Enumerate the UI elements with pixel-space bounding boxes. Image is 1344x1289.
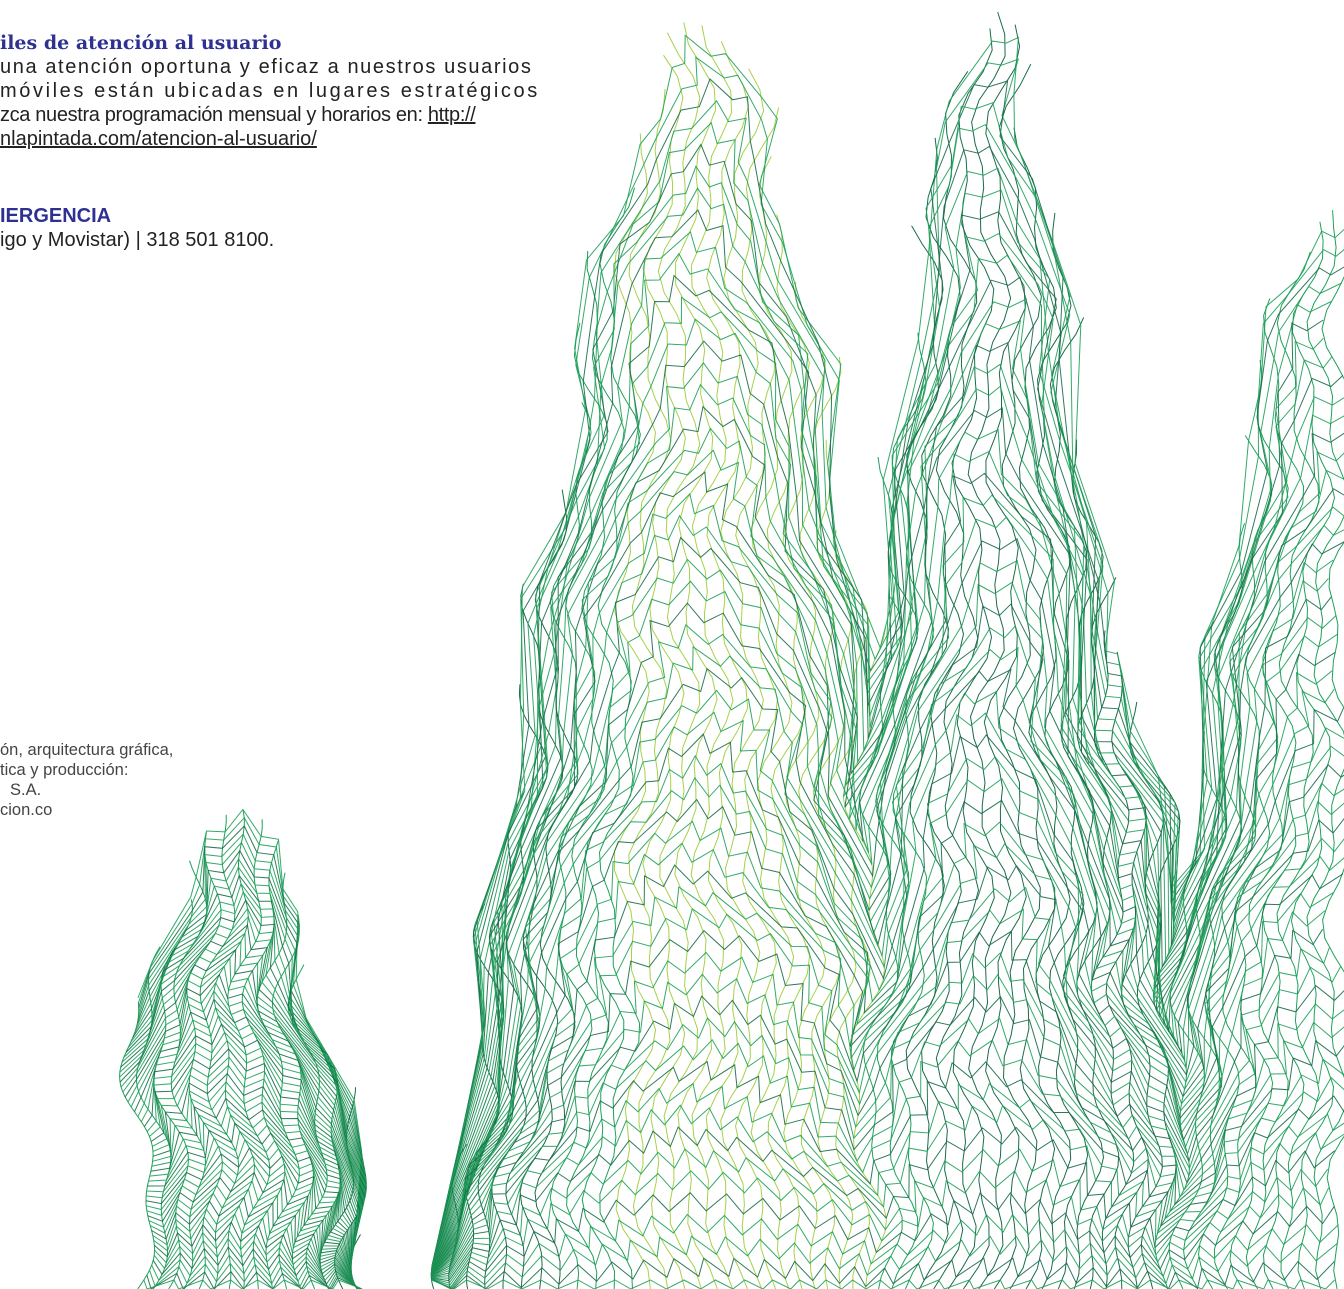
credits-line-1: ón, arquitectura gráfica, [0, 741, 174, 759]
mesh-column-line [613, 133, 657, 1289]
attention-title: iles de atención al usuario [0, 32, 282, 54]
mesh-contour-line [148, 842, 1326, 1280]
mesh-column-line [565, 322, 609, 1289]
mesh-contour-line [152, 1191, 1335, 1289]
mesh-contour-line [151, 1213, 1339, 1289]
mesh-contour-line [149, 820, 1335, 1279]
mesh-contour-line [143, 1279, 1335, 1289]
mesh-column-line [534, 489, 578, 1289]
mesh-contour-line [122, 449, 1329, 1270]
attention-section: iles de atención al usuario una atención… [0, 31, 540, 151]
mesh-contour-line [148, 1017, 1344, 1287]
attention-line-2: móviles están ubicadas en lugares estrat… [0, 80, 540, 102]
mesh-contour-line [119, 383, 1344, 1269]
mesh-contour-line [150, 667, 1344, 1273]
mesh-column-line [812, 440, 857, 1289]
mesh-contour-line [147, 864, 1324, 1281]
emergency-title: IERGENCIA [0, 205, 112, 227]
mesh-contour-line [124, 471, 1332, 1270]
mesh-column-line [1076, 577, 1120, 1289]
mesh-column-line [690, 25, 734, 1289]
mesh-contour-line [151, 1060, 1344, 1289]
mesh-contour-line [153, 1170, 1330, 1289]
mesh-column-line [119, 1002, 156, 1289]
mesh-contour-line [154, 1126, 1335, 1289]
terrain-mesh [119, 11, 1344, 1289]
mesh-column-line [657, 32, 702, 1289]
mesh-contour-line [147, 995, 1344, 1287]
schedule-link-url[interactable]: nlapintada.com/atencion-al-usuario/ [0, 128, 317, 150]
mesh-contour-line [150, 798, 1344, 1278]
mesh-contour-line [149, 1038, 1344, 1288]
mesh-column-line [858, 596, 903, 1289]
mesh-column-line [720, 68, 765, 1289]
mesh-contour-line [119, 405, 1344, 1269]
attention-line-1: una atención oportuna y eficaz a nuestro… [0, 56, 533, 78]
mesh-contour-line [152, 733, 1344, 1275]
mesh-column-line [1306, 210, 1344, 1289]
mesh-column-line [581, 250, 625, 1289]
mesh-contour-line [146, 624, 1344, 1272]
mesh-contour-line [149, 1235, 1338, 1289]
mesh-column-line [890, 332, 935, 1289]
attention-line-3-text: zca nuestra programación mensual y horar… [0, 104, 428, 126]
mesh-column-line [967, 11, 1012, 1289]
mesh-column-line [597, 187, 641, 1289]
mesh-contour-line [137, 56, 1344, 1264]
credits-line-3: S.A. [10, 781, 42, 799]
mesh-contour-line [134, 536, 1336, 1271]
attention-line-3: zca nuestra programación mensual y horar… [0, 103, 540, 127]
mesh-contour-line [137, 558, 1333, 1271]
mesh-contour-line [127, 492, 1337, 1270]
mesh-column-line [642, 54, 686, 1289]
mesh-column-line [227, 819, 271, 1289]
mesh-column-line [935, 71, 980, 1289]
mesh-column-line [1261, 298, 1305, 1289]
schedule-link-start[interactable]: http:// [427, 104, 476, 126]
mesh-contour-line [146, 1257, 1335, 1289]
mesh-contour-line [152, 689, 1344, 1273]
mesh-contour-line [125, 274, 1344, 1267]
mesh-contour-line [146, 886, 1330, 1282]
mesh-column-line [998, 63, 1042, 1289]
emergency-section: IERGENCIA igo y Movistar) | 318 501 8100… [0, 204, 274, 252]
mesh-contour-line [153, 1104, 1344, 1289]
mesh-column-line [750, 156, 795, 1289]
mesh-contour-line [146, 951, 1344, 1285]
mesh-contour-line [146, 973, 1344, 1286]
mesh-contour-line [154, 1148, 1329, 1289]
mesh-column-line [766, 214, 811, 1289]
mesh-contour-line [135, 165, 1324, 1266]
credits-line-4: cion.co [0, 801, 53, 819]
mesh-column-line [782, 281, 827, 1289]
mesh-contour-line [137, 121, 1332, 1265]
mesh-contour-line [146, 907, 1342, 1283]
mesh-column-line [951, 28, 995, 1289]
mesh-column-line [905, 225, 950, 1289]
mesh-contour-line [152, 754, 1344, 1276]
mesh-contour-line [143, 602, 1344, 1272]
mesh-contour-line [130, 514, 1339, 1271]
mesh-column-line [705, 41, 750, 1289]
credits-line-2: tica y producción: [0, 761, 129, 779]
mesh-column-line [1276, 251, 1320, 1289]
credits-section: ón, arquitectura gráfica, tica y producc… [0, 740, 173, 820]
emergency-phone-line: igo y Movistar) | 318 501 8100. [0, 229, 275, 251]
mesh-contour-line [137, 143, 1324, 1266]
mesh-contour-line [152, 1082, 1344, 1289]
mesh-column-line [1229, 435, 1274, 1289]
mesh-contour-line [145, 929, 1344, 1284]
mesh-column-line [1290, 221, 1336, 1289]
mesh-contour-line [120, 427, 1334, 1269]
mesh-column-line [505, 684, 549, 1289]
mesh-contour-line [149, 645, 1344, 1272]
mesh-contour-line [132, 209, 1344, 1266]
mesh-column-line [1105, 651, 1149, 1289]
